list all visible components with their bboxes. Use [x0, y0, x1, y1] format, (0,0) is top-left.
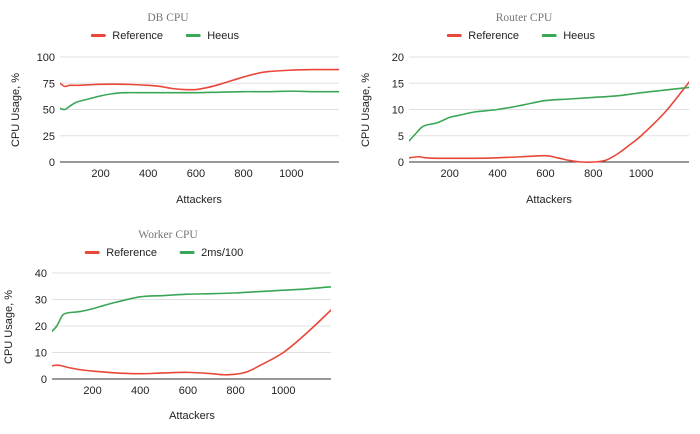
- x-tick-label: 400: [488, 168, 506, 180]
- x-tick-label: 1000: [279, 168, 303, 180]
- y-tick-label: 75: [43, 78, 55, 90]
- x-tick-label: 600: [187, 168, 205, 180]
- chart-legend: Reference Heeus: [90, 30, 239, 42]
- x-axis-label: Attackers: [526, 194, 572, 206]
- legend-label: Heeus: [563, 30, 595, 42]
- series-line-reference: [60, 68, 339, 91]
- series-line-heeus: [409, 86, 689, 142]
- x-tick-label: 600: [536, 168, 554, 180]
- series-line-reference: [409, 81, 689, 163]
- y-tick-label: 0: [49, 157, 55, 169]
- y-tick-label: 5: [398, 131, 404, 143]
- y-tick-label: 10: [392, 105, 404, 117]
- legend-label: Reference: [468, 30, 519, 42]
- x-tick-label: 400: [139, 168, 157, 180]
- x-axis-label: Attackers: [169, 410, 215, 422]
- y-tick-label: 30: [35, 295, 47, 307]
- chart-title: Worker CPU: [138, 229, 198, 241]
- y-tick-label: 20: [35, 321, 47, 333]
- x-tick-label: 1000: [271, 385, 295, 397]
- y-tick-label: 40: [35, 268, 47, 280]
- legend-label: Heeus: [207, 30, 239, 42]
- x-tick-label: 200: [441, 168, 459, 180]
- legend-label: Reference: [112, 30, 163, 42]
- y-axis-label: CPU Usage, %: [3, 290, 15, 364]
- series-line-heeus: [60, 90, 339, 111]
- y-axis-label: CPU Usage, %: [10, 73, 22, 147]
- series-line-2ms-100: [52, 285, 331, 333]
- y-tick-label: 10: [35, 348, 47, 360]
- y-tick-label: 0: [41, 374, 47, 386]
- y-tick-label: 25: [43, 131, 55, 143]
- chart-legend: Reference 2ms/100: [84, 247, 243, 259]
- chart-2: Worker CPU Reference 2ms/100 0 10 20 30 40 200 40…: [3, 229, 331, 422]
- x-axis-label: Attackers: [176, 194, 222, 206]
- series-line-reference: [52, 309, 331, 376]
- x-tick-label: 200: [91, 168, 109, 180]
- chart-0: DB CPU Reference Heeus 0 25 50 75 100 200 400 600 8…: [10, 12, 339, 206]
- chart-legend: Reference Heeus: [446, 30, 595, 42]
- y-tick-label: 20: [392, 52, 404, 64]
- y-tick-label: 100: [37, 52, 55, 64]
- x-tick-label: 1000: [629, 168, 653, 180]
- chart-title: DB CPU: [147, 12, 189, 24]
- legend-label: Reference: [106, 247, 157, 259]
- chart-title: Router CPU: [496, 12, 553, 24]
- x-tick-label: 800: [584, 168, 602, 180]
- x-tick-label: 200: [83, 385, 101, 397]
- y-tick-label: 0: [398, 157, 404, 169]
- y-tick-label: 15: [392, 78, 404, 90]
- y-axis-label: CPU Usage, %: [360, 73, 372, 147]
- x-tick-label: 800: [234, 168, 252, 180]
- legend-label: 2ms/100: [201, 247, 243, 259]
- x-tick-label: 800: [226, 385, 244, 397]
- y-tick-label: 50: [43, 105, 55, 117]
- chart-1: Router CPU Reference Heeus 0 5 10 15 20 200 400 60…: [360, 12, 689, 206]
- x-tick-label: 600: [179, 385, 197, 397]
- x-tick-label: 400: [131, 385, 149, 397]
